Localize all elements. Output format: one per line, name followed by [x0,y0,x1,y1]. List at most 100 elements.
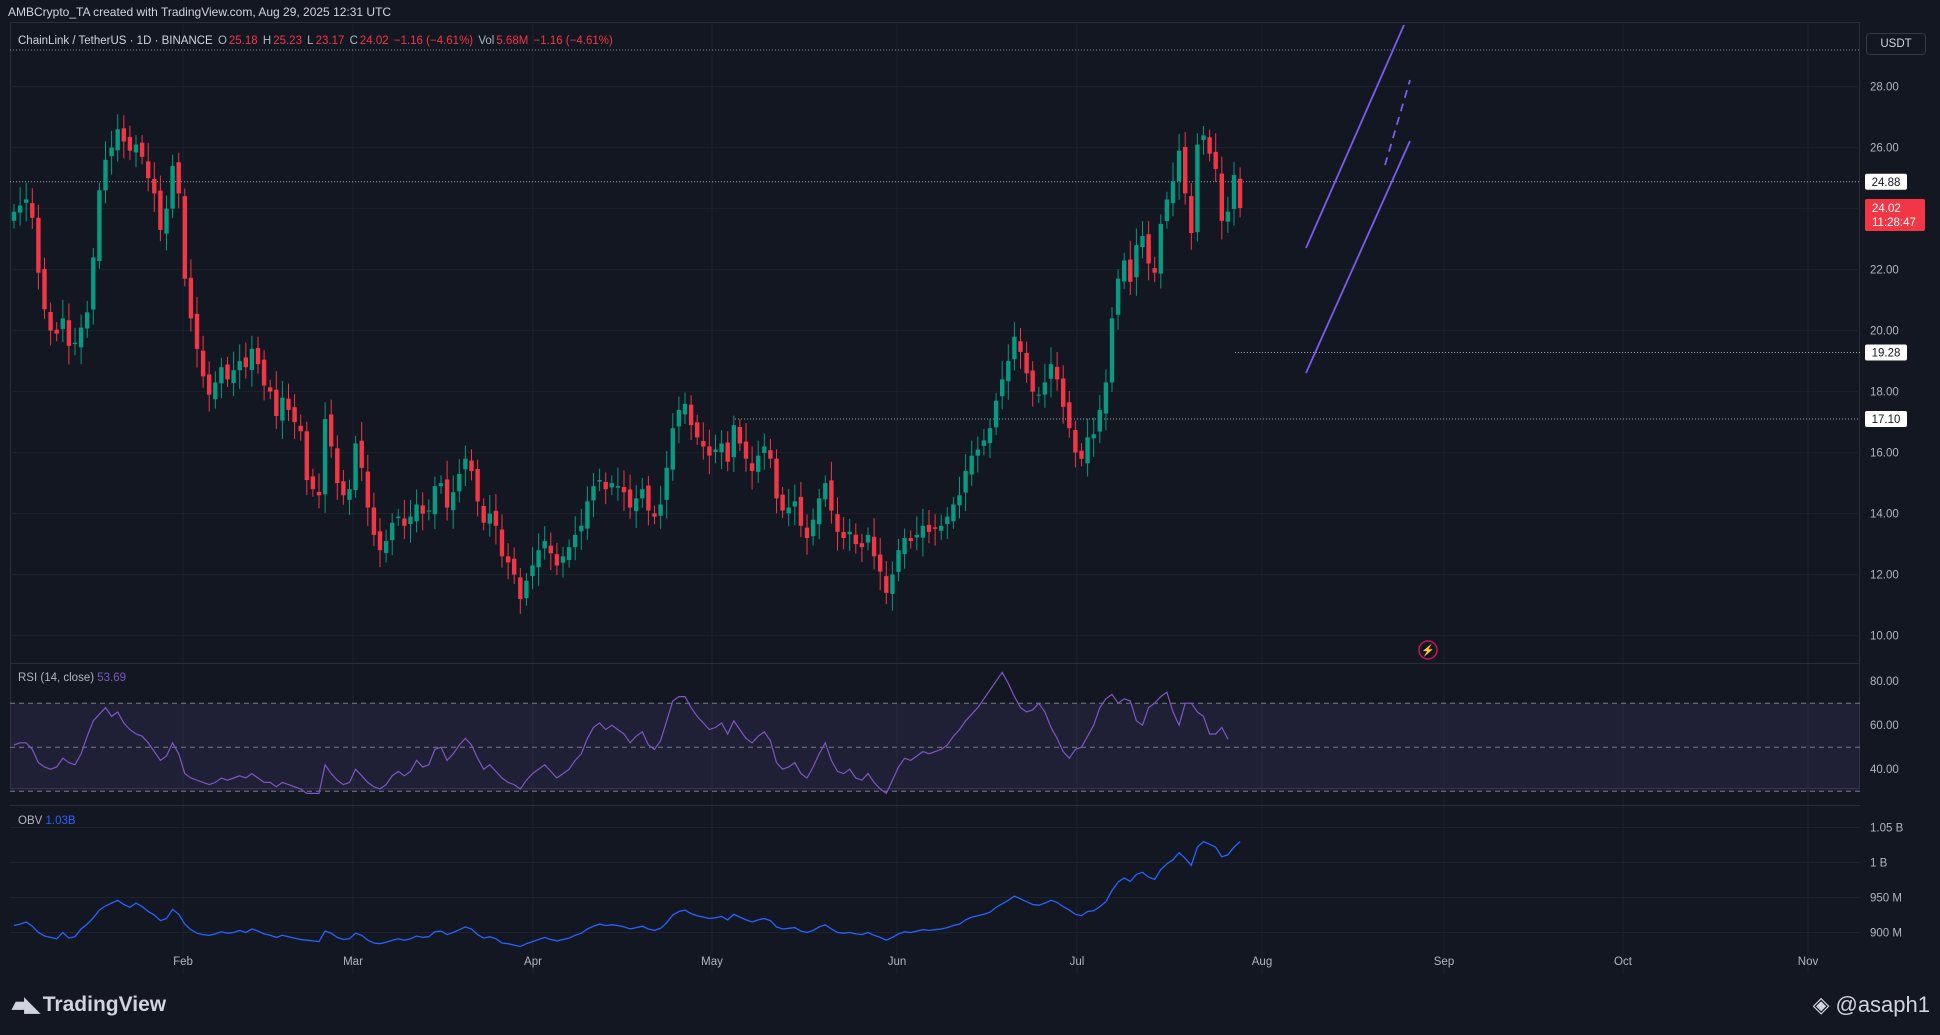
candle-body [359,440,364,468]
price-tick-label: 16.00 [1870,448,1899,460]
candle-body [585,501,590,529]
candle-body [597,480,602,482]
candle-body [420,505,425,514]
candle-body [945,516,950,524]
time-tick-label: Feb [173,956,193,968]
candle-body [1189,196,1194,233]
candle-body [914,534,919,538]
candles: ⚡ [11,114,1438,660]
obv-tick-label: 900 M [1870,928,1902,940]
candle-body [353,443,358,491]
high-value: 25.23 [273,35,302,47]
candle-body [170,165,175,209]
candle-body [548,545,553,554]
candle-body [1024,352,1029,374]
candle-body [365,471,370,508]
volume-label: Vol [478,35,495,47]
candle-body [1115,278,1121,315]
candle-body [853,534,858,545]
obv-pane-divider[interactable] [10,805,1860,806]
candle-body [1195,144,1200,233]
price-level-tag [1865,344,1907,361]
time-tick-label: Mar [343,956,363,968]
candle-body [243,357,248,368]
candle-body [97,190,102,262]
candle-body [1109,318,1115,383]
candle-body [176,162,181,194]
trend-channel [1305,24,1411,374]
candle-body [1000,379,1005,397]
candle-body [347,489,352,500]
candle-body [566,547,572,560]
author-credit: AMBCrypto_TA created with TradingView.co… [8,5,392,19]
price-tick-label: 12.00 [1870,570,1899,582]
candle-body [841,531,846,538]
candle-body [103,159,108,191]
candle-body [438,483,444,487]
candle-body [560,556,566,563]
candle-body [182,196,187,279]
event-marker-icon: ⚡ [1418,640,1438,660]
candle-body [591,486,596,501]
obv-tick-label: 950 M [1870,893,1902,905]
time-axis: Feb Mar Apr May Jun Jul Aug Sep Oct Nov [173,956,1818,968]
tradingview-logo[interactable]: ▰◣ TradingView [12,992,166,1017]
candle-body [304,431,309,481]
candle-body [261,359,267,386]
high-label: H [262,35,272,47]
symbol-title[interactable]: ChainLink / TetherUS · 1D · BINANCE [18,35,213,47]
candle-body [627,489,633,508]
candle-body [426,510,431,512]
rsi-tick-label: 80.00 [1870,676,1899,688]
time-tick-label: Aug [1252,956,1272,968]
candle-body [1146,234,1151,264]
candle-body [121,128,126,142]
candle-body [981,440,987,446]
candle-body [902,538,907,554]
candle-body [957,495,962,506]
candle-body [524,580,529,599]
candle-body [457,473,462,492]
candle-body [249,348,255,370]
close-label: C [349,35,358,47]
price-level-tag [1865,173,1907,190]
chart-panel[interactable] [10,22,1860,789]
candle-body [676,409,682,427]
candle-body [1231,175,1237,209]
currency-button[interactable]: USDT [1866,33,1926,55]
last-price-tag [1865,198,1925,231]
candle-body [1079,450,1084,459]
candle-body [762,446,767,453]
candle-body [579,525,584,532]
author-handle[interactable]: ◈ @asaph1 [1813,992,1930,1018]
symbol-legend: ChainLink / TetherUS · 1D · BINANCE O 25.… [18,35,615,47]
candle-body [42,268,47,310]
candle-body [768,450,773,459]
candle-body [951,504,956,522]
candle-body [823,483,828,500]
rsi-pane-divider[interactable] [10,663,1860,664]
candle-body [1067,402,1072,429]
rsi-legend[interactable]: RSI (14, close) 53.69 [18,672,126,684]
candle-body [1207,137,1212,154]
candle-body [1176,150,1182,182]
lightning-icon: ⚡ [1421,644,1435,657]
candle-body [908,538,913,542]
change-value: −1.16 (−4.61%) [393,35,474,47]
candle-body [310,476,316,490]
candle-body [109,147,114,157]
obv-legend[interactable]: OBV 1.03B [18,815,76,827]
candle-body [54,329,59,334]
low-label: L [307,35,314,47]
candle-body [1061,378,1066,407]
candle-body [847,531,852,535]
candle-body [231,370,236,384]
candle-body [871,536,877,557]
candle-body [237,361,242,371]
chart-svg[interactable]: ⚡ 28.00 26.00 22.00 20.00 18.00 16.00 14.00 12.… [0,0,1940,985]
candle-body [1073,430,1078,453]
candle-body [615,486,621,488]
price-tick-label: 28.00 [1870,82,1899,94]
candle-body [573,534,578,548]
candle-body [316,491,322,496]
